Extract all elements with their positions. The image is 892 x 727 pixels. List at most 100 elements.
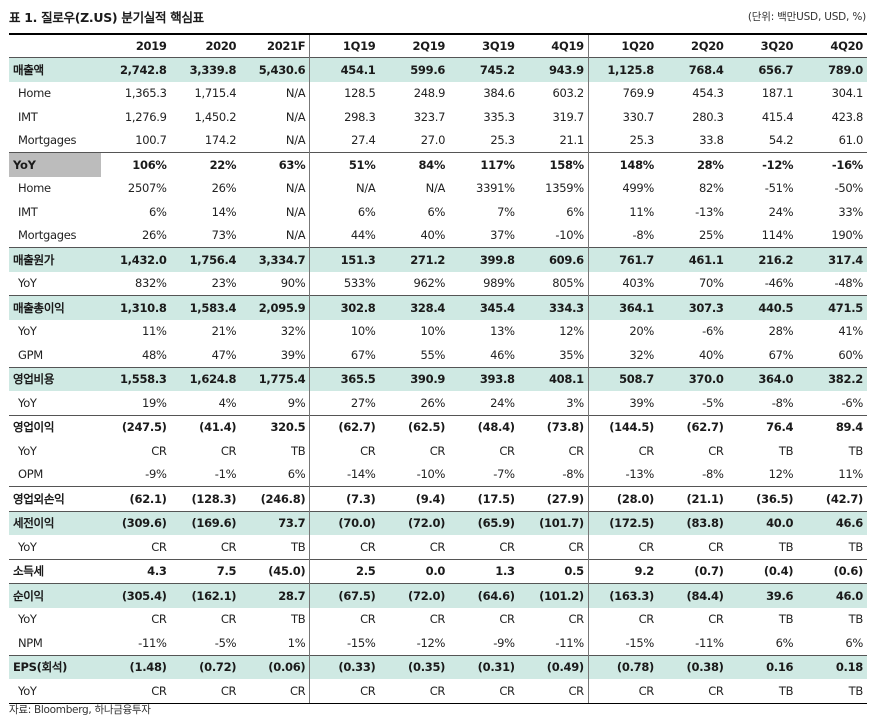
value-cell: 271.2 bbox=[379, 247, 450, 272]
value-cell: 89.4 bbox=[797, 414, 867, 439]
table-row: NPM -11% -5% 1% -15% -12% -9% -11% -15% -11% 6% 6% bbox=[9, 631, 867, 655]
value-cell: 364.1 bbox=[587, 295, 658, 320]
value-cell: -5% bbox=[214, 635, 237, 650]
value-cell: 1,310.8 bbox=[101, 295, 171, 320]
value-cell: 82% bbox=[698, 181, 724, 196]
value-cell: -11% bbox=[138, 635, 167, 650]
value-cell: 21% bbox=[211, 324, 237, 339]
value-cell: 1,558.3 bbox=[101, 366, 171, 391]
value-cell: 60% bbox=[838, 347, 863, 362]
value-cell: 40% bbox=[698, 347, 724, 362]
value-cell: -10% bbox=[555, 228, 584, 243]
value-cell: (0.7) bbox=[658, 558, 728, 584]
value-cell: (72.0) bbox=[379, 510, 450, 535]
table-row: 매출총이익 1,310.8 1,583.4 2,095.9 302.8 328.4 345.… bbox=[9, 295, 867, 320]
row-label: 영업이익 bbox=[9, 414, 101, 439]
table-row: IMT 1,276.9 1,450.2 N/A 298.3 323.7 335.3 319.7… bbox=[9, 105, 867, 129]
value-cell: 454.3 bbox=[692, 86, 724, 101]
value-cell: 33% bbox=[838, 204, 863, 219]
table-row: YoY 106% 22% 63% 51% 84% 117% 158% 148% 28% -12% -1… bbox=[9, 152, 867, 177]
table-row: 영업비용 1,558.3 1,624.8 1,775.4 365.5 390.9 393.8… bbox=[9, 366, 867, 391]
value-cell: 3391% bbox=[476, 181, 515, 196]
value-cell: TB bbox=[778, 539, 794, 554]
value-cell: -16% bbox=[797, 152, 867, 177]
value-cell: 1,756.4 bbox=[170, 247, 241, 272]
value-cell: 335.3 bbox=[483, 109, 515, 124]
value-cell: 5,430.6 bbox=[240, 57, 310, 82]
value-cell: (21.1) bbox=[658, 486, 728, 511]
table-row: 매출원가 1,432.0 1,756.4 3,334.7 151.3 271.2 399.8… bbox=[9, 247, 867, 272]
table-row: YoY 832% 23% 90% 533% 962% 989% 805% 403% 70% -46%… bbox=[9, 271, 867, 296]
row-label: 순이익 bbox=[9, 583, 101, 608]
value-cell: N/A bbox=[285, 86, 306, 101]
value-cell: (305.4) bbox=[101, 583, 171, 608]
value-cell: 28% bbox=[658, 152, 728, 177]
source-note: 자료: Bloomberg, 하나금융투자 bbox=[9, 704, 151, 716]
value-cell: (101.2) bbox=[518, 583, 589, 608]
value-cell: 317.4 bbox=[797, 247, 867, 272]
value-cell: -12% bbox=[416, 635, 446, 650]
value-cell: (163.3) bbox=[587, 583, 658, 608]
table-row: YoY CR CR TB CR CR CR CR CR CR TB TB bbox=[9, 607, 867, 631]
value-cell: 345.4 bbox=[449, 295, 519, 320]
value-cell: (27.9) bbox=[518, 486, 589, 511]
value-cell: 384.6 bbox=[483, 86, 515, 101]
value-cell: 440.5 bbox=[727, 295, 798, 320]
value-cell: TB bbox=[291, 443, 306, 458]
value-cell: 320.5 bbox=[240, 414, 310, 439]
value-cell: -9% bbox=[145, 467, 167, 482]
value-cell: -12% bbox=[727, 152, 798, 177]
value-cell: CR bbox=[429, 612, 446, 627]
value-cell: (128.3) bbox=[170, 486, 241, 511]
row-label: YoY bbox=[18, 395, 37, 410]
row-label: Mortgages bbox=[18, 228, 77, 243]
value-cell: 334.3 bbox=[518, 295, 589, 320]
value-cell: CR bbox=[708, 443, 724, 458]
table-row: 순이익 (305.4) (162.1) 28.7 (67.5) (72.0) (64.6)(… bbox=[9, 583, 867, 608]
value-cell: (162.1) bbox=[170, 583, 241, 608]
value-cell: 6% bbox=[309, 200, 380, 224]
value-cell: 44% bbox=[309, 223, 380, 248]
table-body: 매출액 2,742.8 3,339.8 5,430.6 454.1 599.6 745.2 9… bbox=[9, 57, 867, 704]
value-cell: CR bbox=[587, 535, 658, 559]
value-cell: 47% bbox=[211, 347, 237, 362]
row-label: NPM bbox=[18, 635, 43, 650]
value-cell: (62.7) bbox=[658, 414, 728, 439]
value-cell: 25.3 bbox=[587, 128, 658, 153]
value-cell: (169.6) bbox=[170, 510, 241, 535]
value-cell: (70.0) bbox=[309, 510, 380, 535]
value-cell: 248.9 bbox=[413, 86, 446, 101]
value-cell: CR bbox=[151, 539, 167, 554]
value-cell: 1359% bbox=[545, 181, 584, 196]
value-cell: -11% bbox=[695, 635, 724, 650]
value-cell: (67.5) bbox=[309, 583, 380, 608]
col-header: 1Q19 bbox=[309, 34, 380, 58]
value-cell: (0.6) bbox=[797, 558, 867, 584]
header-row: 2019 2020 2021F 1Q19 2Q19 3Q19 4Q19 1Q20… bbox=[9, 34, 867, 58]
value-cell: 4% bbox=[218, 395, 237, 410]
value-cell: CR bbox=[449, 679, 519, 704]
value-cell: 48% bbox=[141, 347, 167, 362]
value-cell: CR bbox=[151, 443, 167, 458]
value-cell: 1,125.8 bbox=[587, 57, 658, 82]
table-row: 매출액 2,742.8 3,339.8 5,430.6 454.1 599.6 745.2 9… bbox=[9, 57, 867, 82]
row-label: Home bbox=[18, 86, 51, 101]
value-cell: 2,742.8 bbox=[101, 57, 171, 82]
value-cell: CR bbox=[587, 439, 658, 463]
value-cell: 26% bbox=[141, 228, 167, 243]
value-cell: (144.5) bbox=[587, 414, 658, 439]
value-cell: (0.72) bbox=[170, 654, 241, 679]
value-cell: 174.2 bbox=[204, 133, 237, 148]
value-cell: (0.78) bbox=[587, 654, 658, 679]
value-cell: 114% bbox=[761, 228, 794, 243]
value-cell: CR bbox=[587, 679, 658, 704]
value-cell: CR bbox=[309, 679, 380, 704]
value-cell: 370.0 bbox=[658, 366, 728, 391]
value-cell: 9.2 bbox=[587, 558, 658, 584]
row-label: 매출원가 bbox=[9, 247, 101, 272]
value-cell: -10% bbox=[416, 467, 446, 482]
value-cell: -11% bbox=[555, 635, 584, 650]
value-cell: 55% bbox=[420, 347, 446, 362]
value-cell: 2.5 bbox=[309, 558, 380, 584]
value-cell: CR bbox=[587, 607, 658, 631]
